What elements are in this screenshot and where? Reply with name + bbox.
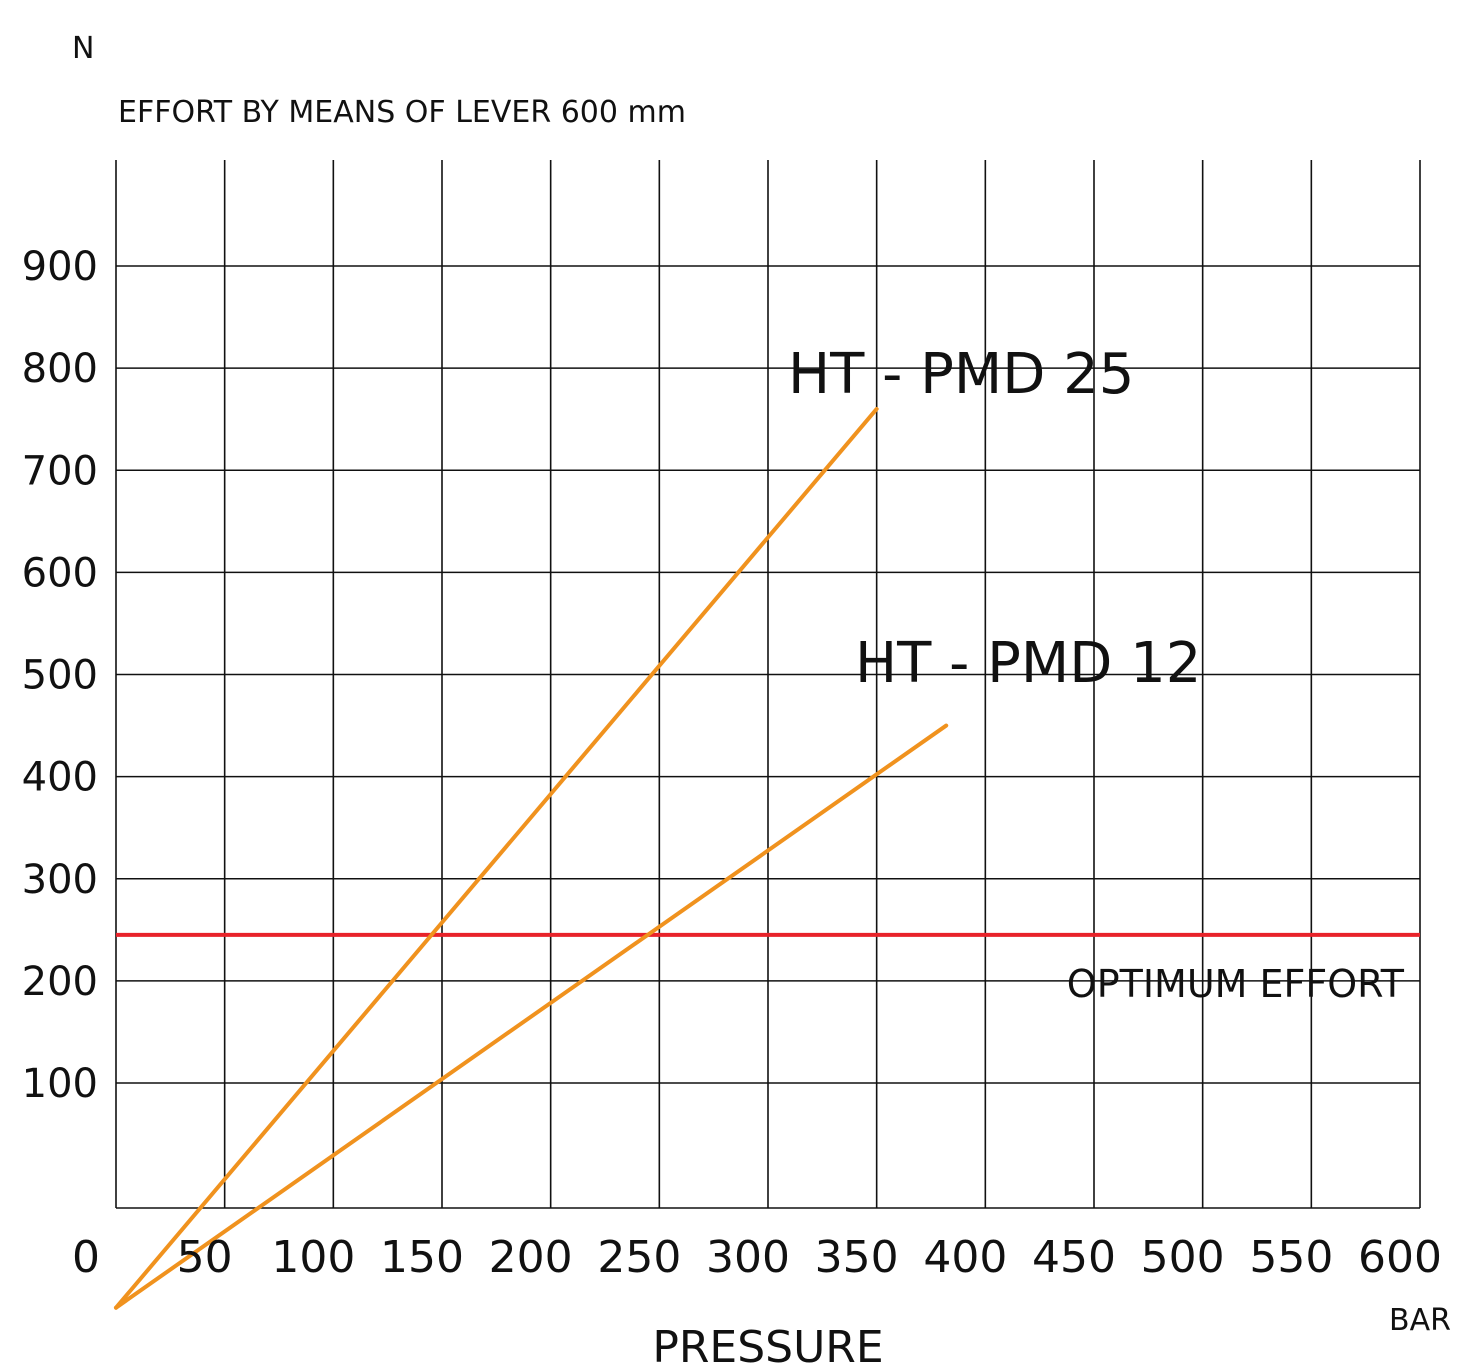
x-tick-label-500: 500: [1141, 1232, 1225, 1283]
series-label-ht-pmd-25: HT - PMD 25: [788, 342, 1134, 407]
x-tick-label-300: 300: [706, 1232, 790, 1283]
y-tick-labels: 100 200 300 400 500 600 700 800 900: [22, 244, 98, 1107]
x-tick-label-350: 350: [815, 1232, 899, 1283]
x-tick-label-150: 150: [380, 1232, 464, 1283]
grid: [115, 160, 1421, 1209]
y-tick-label-100: 100: [22, 1061, 98, 1107]
chart-title: EFFORT BY MEANS OF LEVER 600 mm: [118, 95, 686, 130]
x-axis-title: PRESSURE: [652, 1322, 883, 1366]
x-tick-label-200: 200: [489, 1232, 573, 1283]
x-tick-label-600: 600: [1358, 1232, 1442, 1283]
y-tick-label-200: 200: [22, 959, 98, 1005]
x-tick-label-0: 0: [72, 1232, 100, 1283]
x-tick-label-250: 250: [597, 1232, 681, 1283]
x-tick-label-400: 400: [923, 1232, 1007, 1283]
y-tick-label-900: 900: [22, 244, 98, 290]
y-unit-label: N: [72, 31, 94, 66]
series-group: [114, 406, 949, 1310]
y-tick-label-600: 600: [22, 550, 98, 596]
y-tick-label-500: 500: [22, 653, 98, 699]
y-tick-label-400: 400: [22, 755, 98, 801]
series-line-ht-pmd-25: [114, 406, 879, 1310]
series-line-ht-pmd-12: [114, 723, 949, 1310]
x-tick-label-50: 50: [177, 1232, 233, 1283]
x-tick-label-100: 100: [271, 1232, 355, 1283]
x-unit-label: BAR: [1389, 1303, 1451, 1338]
y-tick-label-300: 300: [22, 857, 98, 903]
x-tick-label-450: 450: [1032, 1232, 1116, 1283]
series-label-ht-pmd-12: HT - PMD 12: [855, 631, 1201, 696]
optimum-effort-label: OPTIMUM EFFORT: [1067, 962, 1405, 1006]
y-tick-label-700: 700: [22, 448, 98, 494]
x-tick-label-550: 550: [1249, 1232, 1333, 1283]
y-tick-label-800: 800: [22, 346, 98, 392]
x-tick-labels: 0 50 100 150 200 250 300 350 400 450 500 550 600: [72, 1232, 1442, 1283]
